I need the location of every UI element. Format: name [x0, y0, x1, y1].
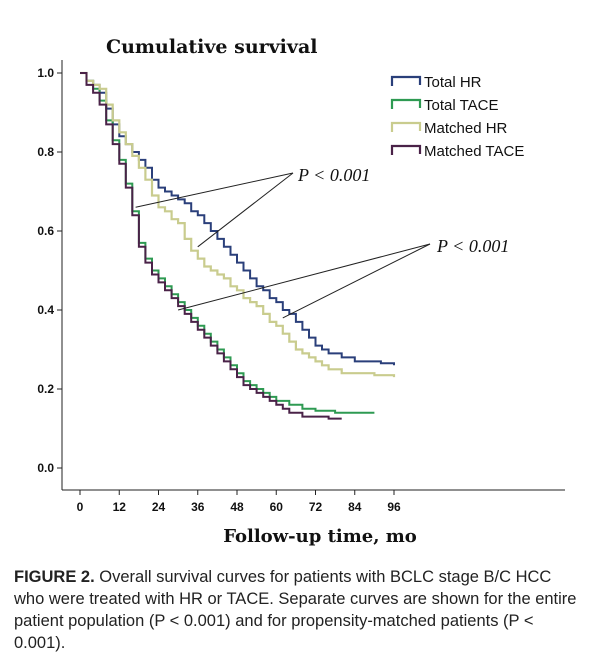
series-line-1 — [80, 72, 395, 366]
legend-swatch-3 — [390, 121, 422, 132]
legend-label-3: Matched HR — [424, 120, 508, 137]
series-line-3 — [80, 71, 396, 378]
y-tick-label: 0.6 — [37, 224, 54, 238]
caption-text: Overall survival curves for patients wit… — [14, 568, 577, 652]
legend-swatch-4 — [390, 144, 422, 155]
series-lines — [80, 71, 396, 420]
legend-swatch-1 — [390, 75, 422, 86]
annotation-pointer — [177, 243, 431, 311]
legend-label-4: Matched TACE — [424, 143, 524, 160]
figure-caption: FIGURE 2. Overall survival curves for pa… — [14, 566, 586, 654]
x-tick-label: 96 — [387, 500, 401, 514]
x-tick-label: 36 — [191, 500, 205, 514]
x-tick-label: 48 — [230, 500, 244, 514]
y-tick-label: 0.4 — [37, 303, 54, 317]
x-tick-label: 84 — [348, 500, 362, 514]
legend-label-1: Total HR — [424, 74, 482, 91]
annotation-pointer — [282, 243, 431, 319]
annotation-pointer — [135, 172, 294, 208]
axes: 0.0 0.2 0.4 0.6 0.8 1.0 0 12 24 36 48 60 72 84 96 — [37, 60, 565, 514]
survival-chart: Cumulative survival 0.0 0.2 0.4 0.6 0.8 1.0 0 1… — [37, 36, 565, 547]
x-tick-label: 60 — [270, 500, 284, 514]
p-value-label: P < 0.001 — [436, 236, 509, 256]
y-tick-label: 0.8 — [37, 145, 54, 159]
legend-label-2: Total TACE — [424, 97, 498, 114]
x-tick-label: 24 — [152, 500, 166, 514]
x-tick-label: 72 — [309, 500, 323, 514]
legend: Total HR Total TACE Matched HR Matched TACE — [390, 74, 524, 160]
caption-label: FIGURE 2. — [14, 568, 95, 586]
annotation-pointer — [197, 172, 294, 248]
y-tick-label: 0.2 — [37, 382, 54, 396]
y-tick-label: 0.0 — [37, 461, 54, 475]
y-tick-label: 1.0 — [37, 66, 54, 80]
p-value-annotations: P < 0.001 P < 0.001 — [135, 165, 509, 319]
x-tick-label: 0 — [77, 500, 84, 514]
p-value-label: P < 0.001 — [297, 165, 370, 185]
x-axis-label: Follow-up time, mo — [223, 526, 417, 547]
legend-swatch-2 — [390, 98, 422, 109]
chart-title: Cumulative survival — [106, 36, 317, 58]
x-tick-label: 12 — [113, 500, 127, 514]
series-line-4 — [80, 72, 342, 420]
